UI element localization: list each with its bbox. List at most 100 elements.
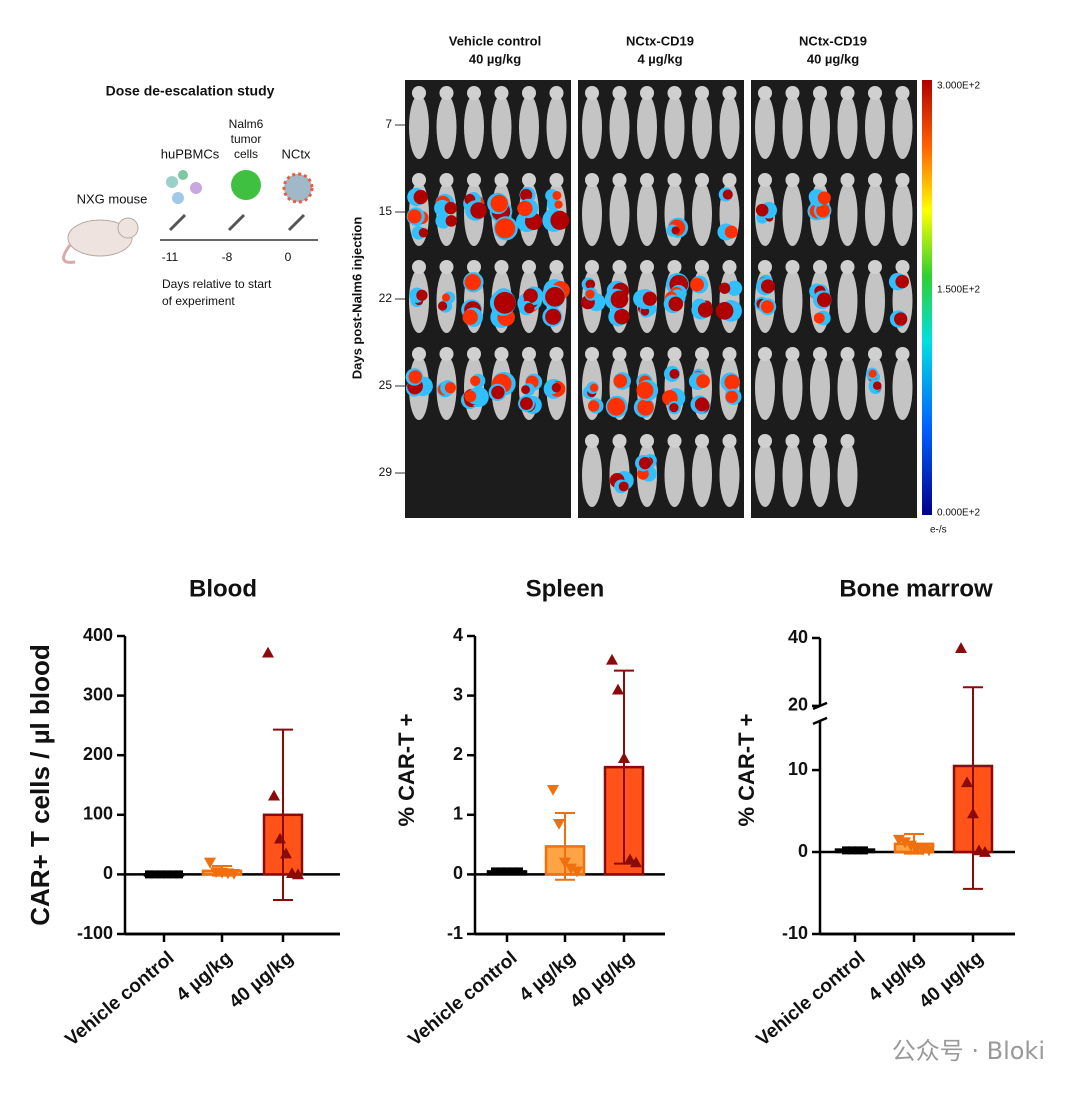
signal xyxy=(470,202,487,219)
mouse xyxy=(467,347,481,361)
mouse xyxy=(612,173,627,187)
colorbar xyxy=(922,80,932,515)
mouse xyxy=(810,443,830,507)
data-point xyxy=(848,846,856,855)
mouse xyxy=(640,86,654,100)
mouse xyxy=(549,86,564,100)
timeline-label: -11 xyxy=(162,250,179,264)
y-tick-label: -100 xyxy=(77,923,113,943)
mouse xyxy=(412,173,426,187)
signal xyxy=(725,390,738,404)
data-point xyxy=(923,845,935,857)
cell-icon xyxy=(178,170,188,180)
signal xyxy=(607,397,626,416)
signal xyxy=(554,200,563,209)
signal xyxy=(418,228,429,238)
mouse xyxy=(785,434,800,448)
mouse xyxy=(640,260,654,274)
data-point xyxy=(547,784,559,796)
mouse xyxy=(840,434,855,448)
mouse xyxy=(667,173,682,187)
signal xyxy=(669,403,679,413)
signal xyxy=(552,190,562,201)
nctx-icon xyxy=(282,172,314,204)
y-tick-label: 10 xyxy=(788,759,808,779)
data-point xyxy=(151,870,159,879)
mouse xyxy=(519,95,539,159)
mouse xyxy=(758,347,772,361)
mouse xyxy=(695,260,709,274)
mouse xyxy=(409,95,429,159)
signal xyxy=(715,301,734,320)
signal xyxy=(671,226,680,235)
data-point xyxy=(274,832,286,844)
agent-label: NCtx xyxy=(282,146,311,161)
mouse-icon xyxy=(67,219,133,257)
signal xyxy=(441,293,451,302)
mouse xyxy=(785,260,800,274)
mouse xyxy=(813,260,827,274)
mouse xyxy=(522,173,536,187)
signal xyxy=(722,189,733,200)
data-point xyxy=(979,846,991,857)
mouse xyxy=(667,260,682,274)
data-point xyxy=(145,870,153,879)
signal xyxy=(444,201,457,215)
mouse xyxy=(758,173,772,187)
tumor-icon xyxy=(231,170,261,200)
mouse xyxy=(494,260,509,274)
mouse xyxy=(412,260,426,274)
signal xyxy=(493,291,516,314)
mouse xyxy=(895,260,910,274)
column-header: NCtx-CD19 xyxy=(626,33,694,48)
schematic: Dose de-escalation study NXG mouse huPBM… xyxy=(62,83,318,308)
mouse xyxy=(810,356,830,420)
data-point xyxy=(571,866,583,878)
column-header: Vehicle control xyxy=(449,33,541,48)
mouse xyxy=(785,173,800,187)
data-point xyxy=(559,857,571,869)
y-tick-label: -1 xyxy=(447,923,463,943)
signal xyxy=(550,210,570,230)
syringe xyxy=(168,213,187,232)
mouse xyxy=(722,86,737,100)
agent-label: huPBMCs xyxy=(161,146,220,161)
mouse xyxy=(664,443,685,507)
mouse xyxy=(722,347,737,361)
signal xyxy=(894,312,908,326)
signal xyxy=(413,189,428,205)
data-point xyxy=(163,870,171,879)
signal xyxy=(444,382,456,394)
signal xyxy=(495,218,516,239)
mouse xyxy=(439,260,454,274)
signal xyxy=(760,300,774,314)
cell-icon xyxy=(166,176,178,188)
chart-title: Spleen xyxy=(526,575,605,602)
signal xyxy=(437,301,448,311)
signal xyxy=(694,397,709,412)
mouse xyxy=(758,260,772,274)
mouse xyxy=(785,347,800,361)
signal xyxy=(462,309,478,325)
error-bar xyxy=(963,686,983,890)
mouse xyxy=(439,173,454,187)
mouse xyxy=(439,347,454,361)
day-label: 25 xyxy=(379,378,393,392)
signal xyxy=(696,374,710,388)
error-bar xyxy=(273,728,293,902)
mouse xyxy=(865,269,885,333)
signal xyxy=(669,369,680,379)
data-point xyxy=(961,776,973,788)
y-tick-label: 4 xyxy=(453,625,463,645)
signal xyxy=(613,374,628,388)
signal xyxy=(636,381,654,399)
signal xyxy=(545,308,562,325)
data-point xyxy=(618,752,630,763)
timeline-caption: of experiment xyxy=(162,294,235,308)
mouse xyxy=(719,443,740,507)
data-point xyxy=(204,857,216,869)
mouse xyxy=(813,173,827,187)
mouse xyxy=(722,260,737,274)
mouse xyxy=(585,347,599,361)
